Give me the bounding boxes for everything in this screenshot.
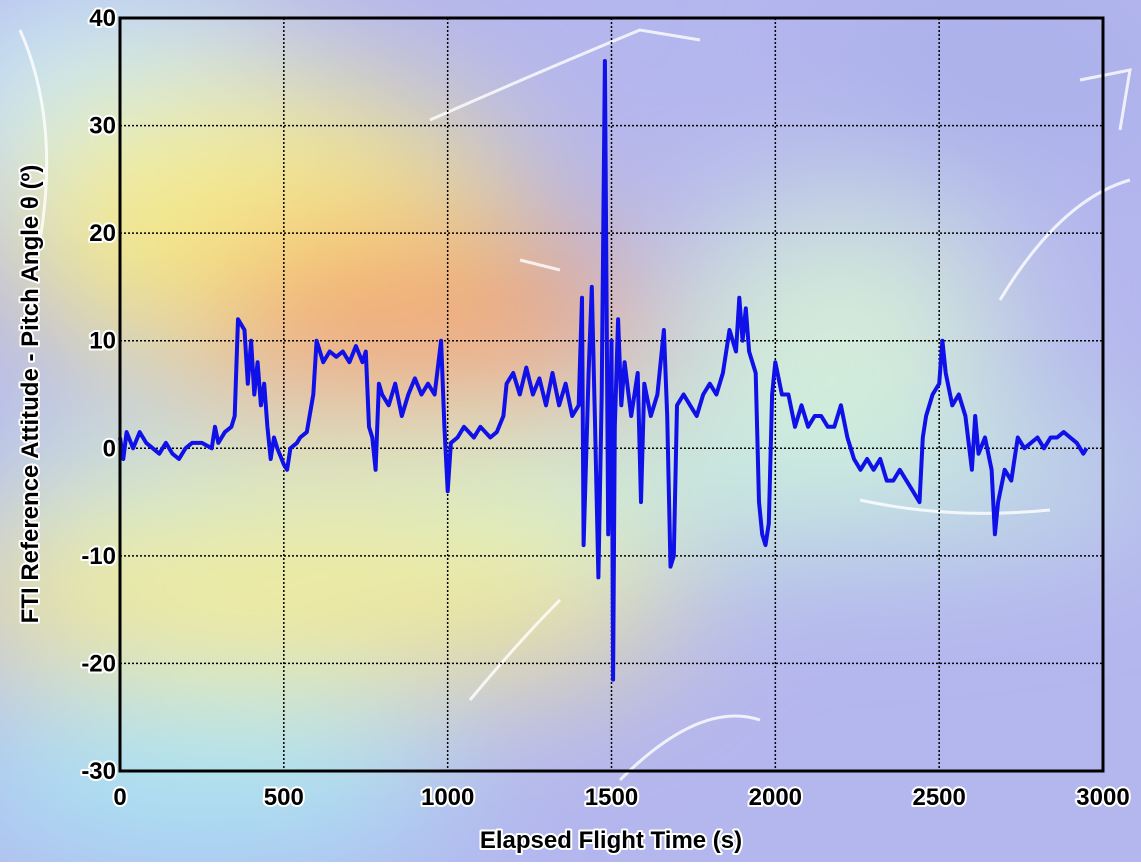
y-tick-label: 20 — [89, 220, 116, 247]
y-tick-label: -10 — [81, 543, 116, 570]
background — [0, 0, 1141, 862]
y-axis-label: FTI Reference Attitude - Pitch Angle θ (… — [17, 165, 44, 624]
y-tick-label: 10 — [89, 328, 116, 355]
y-tick-label: 0 — [103, 435, 116, 462]
y-tick-label: -20 — [81, 650, 116, 677]
x-tick-label: 2500 — [912, 784, 965, 811]
y-tick-label: -30 — [81, 758, 116, 785]
chart: Elapsed Flight Time (s) FTI Reference At… — [0, 0, 1141, 862]
x-tick-label: 0 — [113, 784, 126, 811]
y-tick-label: 40 — [89, 5, 116, 32]
x-axis-label: Elapsed Flight Time (s) — [480, 827, 742, 854]
x-tick-label: 500 — [264, 784, 304, 811]
x-tick-label: 2000 — [749, 784, 802, 811]
x-tick-label: 3000 — [1076, 784, 1129, 811]
y-tick-label: 30 — [89, 113, 116, 140]
x-tick-label: 1500 — [585, 784, 638, 811]
x-tick-label: 1000 — [421, 784, 474, 811]
